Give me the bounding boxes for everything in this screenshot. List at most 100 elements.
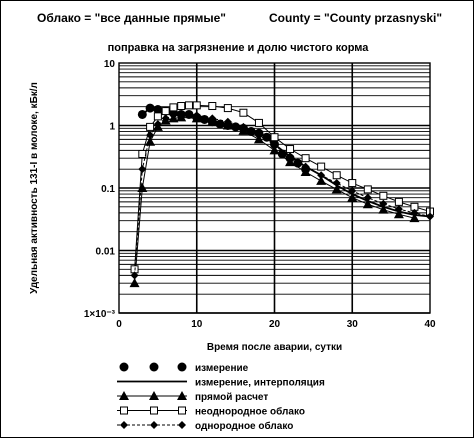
county-label: County = "County przasnyski" xyxy=(269,11,443,25)
y-tick-label: 1 xyxy=(109,122,115,133)
data-point xyxy=(146,122,155,131)
data-point xyxy=(269,145,280,155)
legend-label: прямой расчет xyxy=(195,392,268,403)
legend-entry-4: однородное облако xyxy=(117,420,293,432)
y-axis-label: Удельная активность 131-I в молоке, кБк/… xyxy=(29,82,40,294)
x-tick-label: 20 xyxy=(269,319,281,330)
y-tick-label: 0.01 xyxy=(96,247,116,258)
data-point xyxy=(192,101,201,110)
data-point xyxy=(363,193,372,202)
data-point xyxy=(394,205,403,214)
data-point xyxy=(394,197,403,206)
x-tick-label: 30 xyxy=(347,319,359,330)
plot-border xyxy=(118,62,431,314)
data-point xyxy=(239,108,248,117)
series-line xyxy=(141,107,431,218)
legend-marker xyxy=(150,421,158,429)
legend-marker xyxy=(119,391,129,400)
legend-marker xyxy=(120,406,128,415)
data-point xyxy=(393,209,404,219)
legend-marker xyxy=(120,421,128,429)
data-point xyxy=(270,141,279,150)
legend-marker xyxy=(178,406,186,415)
data-point xyxy=(270,133,279,142)
legend-entry-1: измерение, интерполяция xyxy=(117,378,325,389)
legend-marker xyxy=(119,362,129,372)
data-point xyxy=(301,162,310,171)
data-point xyxy=(317,162,326,171)
data-point xyxy=(145,136,156,146)
data-point xyxy=(379,199,388,208)
chart-title: поправка на загрязнение и долю чистого к… xyxy=(107,42,369,54)
data-point xyxy=(410,208,419,217)
legend-marker xyxy=(150,406,158,415)
legend-marker xyxy=(178,421,186,429)
data-point xyxy=(208,102,217,111)
data-point xyxy=(348,186,357,195)
data-point xyxy=(192,111,201,120)
data-point xyxy=(184,101,193,110)
data-point xyxy=(223,104,232,113)
legend-marker xyxy=(149,391,159,400)
data-point xyxy=(301,154,310,163)
data-point xyxy=(146,131,155,140)
data-point xyxy=(285,157,296,167)
grid-layer xyxy=(119,63,430,314)
data-point xyxy=(223,117,232,126)
data-point xyxy=(138,149,147,158)
x-tick-label: 10 xyxy=(191,319,203,330)
y-tick-label: 10 xyxy=(104,59,116,70)
data-point xyxy=(239,122,248,131)
legend-label: измерение xyxy=(195,363,249,374)
data-point xyxy=(348,179,357,188)
x-tick-label: 0 xyxy=(116,319,122,330)
data-point xyxy=(317,171,326,180)
legend-layer: измерение измерение, интерполяция прямой р… xyxy=(117,362,325,432)
data-point xyxy=(177,110,186,119)
data-point xyxy=(169,111,178,120)
data-point xyxy=(286,152,295,161)
series-3 xyxy=(130,101,434,274)
series-layer xyxy=(129,101,434,288)
data-point xyxy=(409,213,420,223)
data-point xyxy=(316,175,327,185)
data-point xyxy=(153,120,162,129)
data-point xyxy=(138,165,147,174)
data-point xyxy=(332,171,341,180)
legend-label: неоднородное облако xyxy=(195,406,305,418)
y-tick-label: 0.1 xyxy=(101,184,115,195)
data-point xyxy=(254,118,263,127)
data-point xyxy=(347,192,358,202)
x-axis-label: Время после аварии, сутки xyxy=(207,342,342,353)
data-point xyxy=(378,204,389,214)
data-point xyxy=(254,131,263,140)
cloud-label: Облако = "все данные прямые" xyxy=(37,11,226,25)
data-point xyxy=(300,167,311,177)
data-point xyxy=(363,185,372,194)
legend-label: измерение, интерполяция xyxy=(195,378,325,389)
data-point xyxy=(332,179,341,188)
data-point xyxy=(177,102,186,111)
data-point xyxy=(169,103,178,112)
data-point xyxy=(286,145,295,154)
legend-marker xyxy=(149,362,159,372)
data-point xyxy=(153,112,162,121)
legend-entry-2: прямой расчет xyxy=(117,391,268,403)
data-point xyxy=(161,114,170,123)
series-1 xyxy=(141,107,431,218)
x-tick-label: 40 xyxy=(424,319,436,330)
legend-marker xyxy=(177,391,187,400)
data-point xyxy=(208,114,217,123)
data-point xyxy=(331,184,342,194)
data-point xyxy=(362,199,373,209)
series-4 xyxy=(130,110,434,280)
data-point xyxy=(161,107,170,116)
legend-entry-3: неоднородное облако xyxy=(117,406,305,418)
legend-entry-0: измерение xyxy=(119,362,249,374)
y-tick-label: 1×10⁻³ xyxy=(84,309,116,320)
axes-layer: 10 1 0.1 0.01 1×10⁻³0 10 20 30 40 Время после ава… xyxy=(29,59,436,353)
data-point xyxy=(129,278,140,288)
legend-marker xyxy=(177,362,187,372)
